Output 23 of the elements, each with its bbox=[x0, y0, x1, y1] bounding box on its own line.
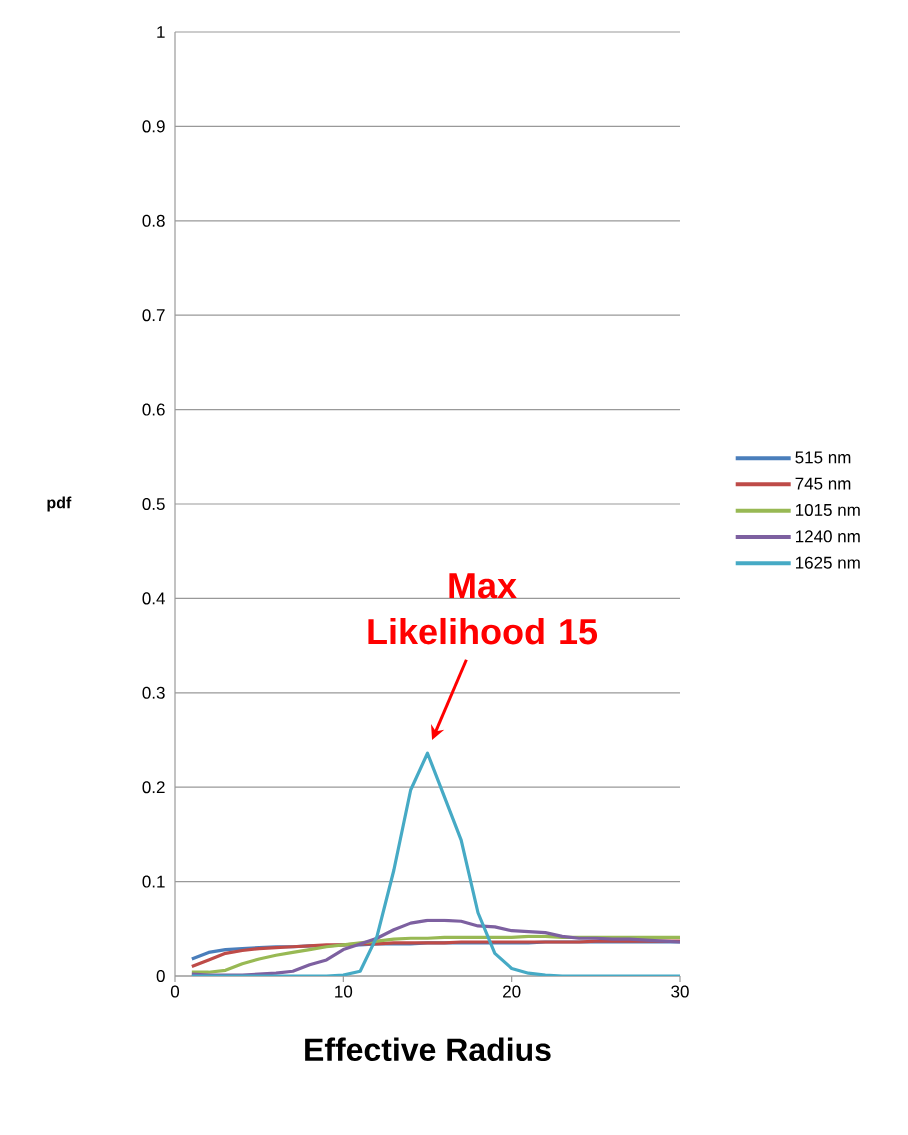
y-axis-title: pdf bbox=[47, 496, 72, 512]
legend-label: 1625 nm bbox=[796, 556, 860, 569]
x-tick-label: 20 bbox=[503, 985, 521, 998]
y-tick-label: 0.2 bbox=[142, 781, 165, 794]
x-tick-label: 10 bbox=[335, 985, 353, 998]
y-tick-label: 0.6 bbox=[142, 403, 165, 416]
y-tick-label: 0 bbox=[156, 969, 165, 983]
y-tick-label: 0.8 bbox=[142, 214, 165, 227]
y-tick-label: 0.4 bbox=[142, 592, 165, 605]
x-tick-label: 30 bbox=[671, 985, 689, 998]
annotation: Max Likelihood 15 bbox=[368, 573, 598, 645]
y-tick-label: 0.1 bbox=[142, 875, 165, 888]
legend-label: 515 nm bbox=[795, 451, 851, 464]
legend-label: 1240 nm bbox=[796, 530, 860, 543]
y-tick-label: 0.7 bbox=[142, 309, 165, 322]
y-tick-label: 0.5 bbox=[142, 497, 165, 511]
y-tick-label: 0.9 bbox=[142, 120, 165, 133]
x-tick-label: 0 bbox=[170, 985, 180, 998]
x-axis-title: Effective Radius bbox=[305, 1037, 551, 1062]
legend-label: 1015 nm bbox=[796, 503, 860, 516]
y-tick-label: 0.3 bbox=[142, 686, 165, 699]
legend-label: 745 nm bbox=[795, 477, 851, 490]
y-tick-label: 1 bbox=[157, 26, 165, 38]
